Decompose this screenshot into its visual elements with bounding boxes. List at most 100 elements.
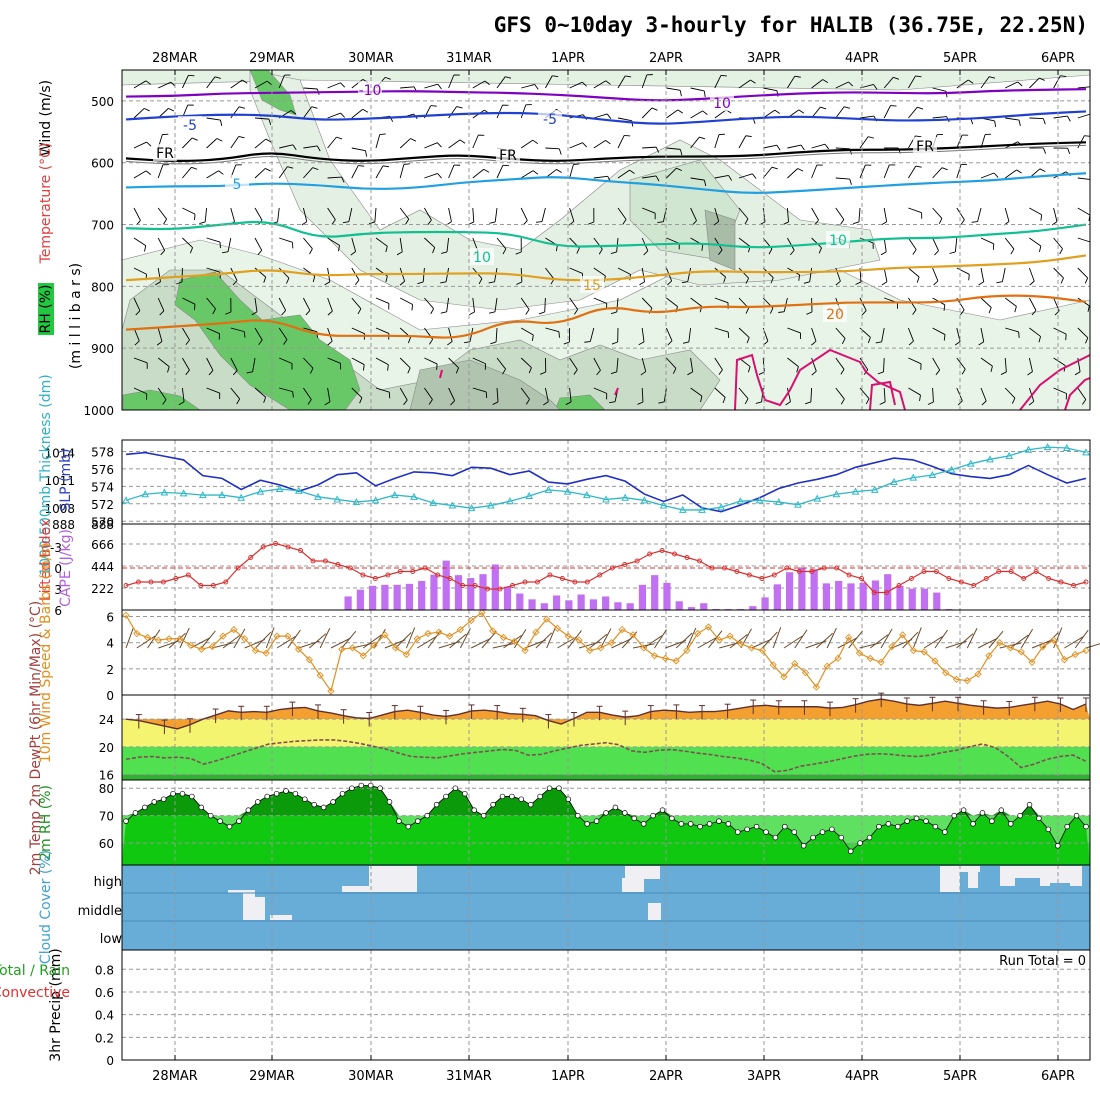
barb-flag-8-14 <box>464 341 471 344</box>
rh-point-96 <box>1026 801 1033 808</box>
barb-9-20 <box>616 357 619 372</box>
barb-8-31 <box>881 327 885 342</box>
barb-flag-5-15 <box>502 248 507 255</box>
barb-flag-10-35 <box>981 400 987 406</box>
barb-4-10 <box>374 207 377 222</box>
wind-speed-point-30 <box>445 632 454 640</box>
barb-6-20 <box>617 267 631 275</box>
barb-flag-2-37 <box>1042 147 1047 154</box>
wind-barb-72 <box>902 631 919 649</box>
barb-4-0 <box>133 207 141 221</box>
wind-speed-point-49 <box>650 652 659 660</box>
li-point-64 <box>921 569 927 574</box>
barb-flag-9-31 <box>877 371 884 375</box>
barb-flag-6-24 <box>723 276 726 283</box>
wind-barb-28 <box>427 629 442 649</box>
barb-flag-7-34 <box>960 309 965 315</box>
barb-flag-4-15 <box>489 221 496 224</box>
barb-2-24 <box>714 134 720 149</box>
barb-6-19 <box>593 267 606 277</box>
barb-6-34 <box>956 267 970 275</box>
barb-9-10 <box>375 357 389 366</box>
barb-flag-9-4 <box>232 370 238 376</box>
barb-flag-6-10 <box>385 276 388 283</box>
rh-point-29 <box>396 818 402 824</box>
li-point-17 <box>335 562 341 567</box>
wind-barb-23 <box>373 628 386 649</box>
barb-4-1 <box>157 207 167 220</box>
wind-barb-9 <box>222 634 241 649</box>
wind-barb-30 <box>449 633 467 649</box>
barb-flag-5-8 <box>338 245 340 252</box>
barb-8-32 <box>907 327 914 342</box>
barb-flag-6-32 <box>916 276 920 283</box>
wind-barb-0 <box>125 627 134 649</box>
barb-flag-3-18 <box>573 163 580 165</box>
barb-flag-9-21 <box>640 371 646 376</box>
li-ytick-3: 3 <box>54 583 62 597</box>
barb-3-7 <box>303 167 314 179</box>
rh-point-18 <box>292 790 299 797</box>
barb-8-2 <box>182 327 190 341</box>
rh-legend-box: RH (%) <box>38 283 54 335</box>
rh-point-41 <box>509 793 515 800</box>
barb-10-22 <box>663 387 667 402</box>
isotherm-label-8: 10 <box>473 250 491 266</box>
barb-9-18 <box>569 357 578 370</box>
barb-flag-7-13 <box>440 311 447 314</box>
barb-flag-6-33 <box>933 280 939 286</box>
barb-flag-8-16 <box>531 334 534 342</box>
barb-flag-9-15 <box>502 368 506 375</box>
barb-flag-8-28 <box>811 340 817 346</box>
thickness-point-37 <box>832 490 841 498</box>
li-point-1 <box>136 579 141 585</box>
barb-flag-6-21 <box>639 281 645 286</box>
barb-flag-8-34 <box>954 341 961 346</box>
date-label-top-4APR: 4APR <box>845 51 879 66</box>
barb-flag-1-3 <box>220 119 223 126</box>
barb-flag-7-39 <box>1087 305 1090 312</box>
barb-7-13 <box>446 297 450 312</box>
barb-flag-9-19 <box>596 370 601 376</box>
wind-barb-25 <box>395 632 412 649</box>
wind-speed-point-15 <box>284 632 292 640</box>
barb-7-10 <box>375 297 390 304</box>
barb-flag-6-2 <box>176 281 183 285</box>
barb-6-38 <box>1053 267 1064 279</box>
slp-line <box>125 451 1087 513</box>
barb-3-24 <box>714 175 729 179</box>
barb-flag-1-21 <box>651 107 658 111</box>
rh-point-34 <box>443 793 449 800</box>
wind-barb-12 <box>255 631 272 649</box>
cloud-bg <box>122 865 1090 950</box>
rh-point-101 <box>1073 812 1080 819</box>
barb-flag-9-24 <box>718 369 723 375</box>
rh-point-8 <box>198 804 205 811</box>
barb-3-9 <box>351 165 359 179</box>
barb-flag-2-3 <box>216 138 223 142</box>
barb-flag-3-29 <box>849 178 852 185</box>
cape-bar-38 <box>810 569 818 610</box>
barb-flag-7-16 <box>525 309 530 315</box>
barb-2-6 <box>279 144 293 149</box>
cloud-level-middle: middle <box>78 904 122 919</box>
barb-flag-0-38 <box>1060 75 1067 77</box>
rh-point-84 <box>913 815 920 822</box>
wind-speed-point-45 <box>607 639 616 647</box>
rh-point-66 <box>744 826 750 833</box>
thick-ytick-574: 574 <box>91 480 114 494</box>
li-point-57 <box>834 565 840 571</box>
barb-6-31 <box>883 267 888 282</box>
rh-point-7 <box>189 793 195 800</box>
barb-1-8 <box>327 112 341 119</box>
rh-point-64 <box>725 821 732 827</box>
barb-flag-2-18 <box>582 142 588 148</box>
barb-flag-5-23 <box>701 244 704 251</box>
barb-7-23 <box>690 297 703 307</box>
iso-label-bg-9 <box>826 231 850 248</box>
barb-flag-5-0 <box>144 245 147 252</box>
barb-flag-2-26 <box>776 144 781 151</box>
cape-ytick-444: 444 <box>91 560 114 574</box>
barb-2-30 <box>859 136 869 149</box>
wind-barb-13 <box>265 627 275 649</box>
